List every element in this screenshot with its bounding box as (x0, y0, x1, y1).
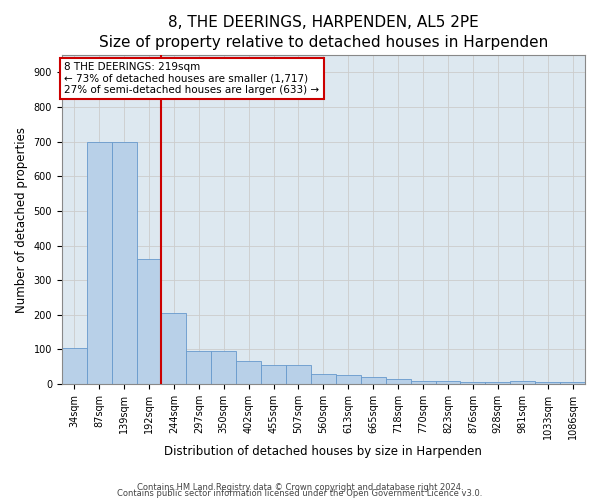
Bar (62, 348, 86, 384)
Bar (112, 142, 137, 384)
Bar (510, 380, 535, 384)
Bar (137, 260, 161, 384)
Bar (436, 380, 460, 384)
Bar (485, 382, 510, 384)
Bar (410, 380, 436, 384)
Bar (560, 382, 585, 384)
Bar (187, 351, 211, 384)
Bar (286, 365, 311, 384)
Bar (236, 362, 261, 384)
Bar (161, 313, 187, 384)
Text: 8 THE DEERINGS: 219sqm
← 73% of detached houses are smaller (1,717)
27% of semi-: 8 THE DEERINGS: 219sqm ← 73% of detached… (64, 62, 320, 95)
Bar (361, 377, 386, 384)
Bar (311, 374, 336, 384)
Bar (211, 351, 236, 384)
Y-axis label: Number of detached properties: Number of detached properties (15, 126, 28, 312)
Bar (386, 379, 410, 384)
Bar (86, 142, 112, 384)
X-axis label: Distribution of detached houses by size in Harpenden: Distribution of detached houses by size … (164, 444, 482, 458)
Bar (336, 376, 361, 384)
Title: 8, THE DEERINGS, HARPENDEN, AL5 2PE
Size of property relative to detached houses: 8, THE DEERINGS, HARPENDEN, AL5 2PE Size… (99, 15, 548, 50)
Text: Contains HM Land Registry data © Crown copyright and database right 2024.: Contains HM Land Registry data © Crown c… (137, 484, 463, 492)
Text: Contains public sector information licensed under the Open Government Licence v3: Contains public sector information licen… (118, 490, 482, 498)
Bar (535, 382, 560, 384)
Bar (261, 365, 286, 384)
Bar (460, 382, 485, 384)
